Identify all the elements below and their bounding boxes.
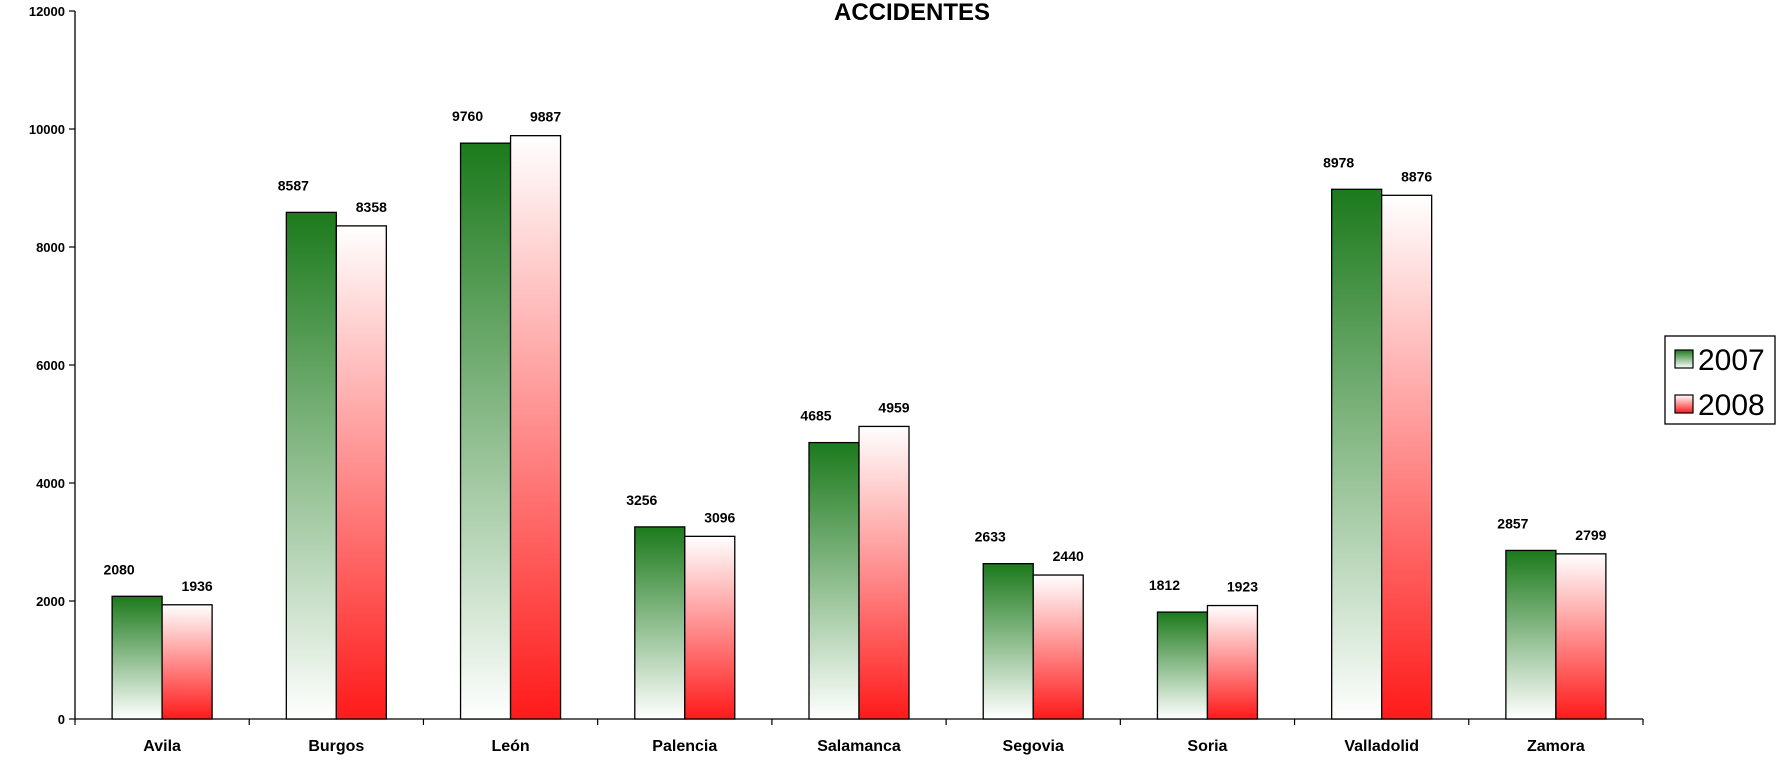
bar-2007-Avila bbox=[111, 595, 163, 720]
bar-2007-Burgos bbox=[285, 211, 337, 720]
bar-2008-Segovia bbox=[1032, 574, 1084, 720]
data-label: 1923 bbox=[1227, 579, 1258, 595]
data-label: 8876 bbox=[1401, 168, 1432, 184]
x-tick-label: Palencia bbox=[652, 738, 717, 755]
data-label: 2633 bbox=[975, 529, 1006, 545]
data-label: 8978 bbox=[1323, 154, 1354, 170]
bar-2008-Palencia bbox=[684, 535, 736, 720]
data-label: 9887 bbox=[530, 109, 561, 125]
bar-2007-Segovia bbox=[982, 563, 1034, 720]
bar-2007-Zamora bbox=[1505, 549, 1557, 720]
x-tick-label: Soria bbox=[1187, 738, 1227, 755]
bar-2008-Valladolid bbox=[1381, 194, 1433, 720]
chart-title: ACCIDENTES bbox=[834, 0, 990, 26]
bar-2007-Valladolid bbox=[1331, 188, 1383, 720]
y-axis-ticks: 0 2000 4000 6000 8000 10000 12000 bbox=[29, 4, 75, 727]
bars-group bbox=[111, 135, 1607, 720]
data-label: 2857 bbox=[1497, 515, 1528, 531]
data-label: 1812 bbox=[1149, 577, 1180, 593]
x-tick-label: León bbox=[491, 738, 529, 755]
legend-swatch-2007 bbox=[1674, 349, 1694, 369]
bar-2008-Salamanca bbox=[858, 425, 910, 720]
data-label: 4959 bbox=[878, 399, 909, 415]
data-label: 8587 bbox=[278, 177, 309, 193]
data-label: 9760 bbox=[452, 108, 483, 124]
data-label: 8358 bbox=[356, 199, 387, 215]
bar-2007-León bbox=[459, 142, 512, 720]
legend-label-2008: 2008 bbox=[1698, 389, 1765, 422]
y-tick-label: 2000 bbox=[36, 594, 65, 609]
x-tick-label: Valladolid bbox=[1344, 738, 1419, 755]
y-tick-label: 6000 bbox=[36, 358, 65, 373]
y-tick-label: 0 bbox=[58, 712, 65, 727]
legend-swatch-2008 bbox=[1674, 394, 1694, 414]
data-label: 2440 bbox=[1053, 548, 1084, 564]
data-labels-group: 2080 8587 9760 3256 4685 2633 1812 8978 2857 1936… bbox=[104, 108, 1607, 594]
y-tick-label: 10000 bbox=[29, 122, 65, 137]
x-axis-ticks: Avila Burgos León Palencia Salamanca Segovia S… bbox=[74, 719, 1644, 755]
legend-label-2007: 2007 bbox=[1698, 344, 1765, 377]
data-label: 2080 bbox=[104, 561, 135, 577]
data-label: 3256 bbox=[626, 492, 657, 508]
data-label: 1936 bbox=[182, 578, 213, 594]
legend: 2007 2008 bbox=[1664, 335, 1776, 425]
y-tick-label: 8000 bbox=[36, 240, 65, 255]
y-tick-label: 4000 bbox=[36, 476, 65, 491]
bar-2008-León bbox=[509, 135, 562, 720]
data-label: 4685 bbox=[800, 408, 831, 424]
bar-2008-Soria bbox=[1206, 604, 1259, 720]
x-tick-label: Avila bbox=[143, 738, 181, 755]
x-tick-label: Burgos bbox=[308, 738, 364, 755]
data-label: 3096 bbox=[704, 509, 735, 525]
bar-2008-Avila bbox=[161, 604, 213, 720]
x-tick-label: Salamanca bbox=[817, 738, 901, 755]
x-tick-label: Zamora bbox=[1527, 738, 1585, 755]
bar-2007-Soria bbox=[1156, 611, 1209, 720]
bar-2008-Burgos bbox=[335, 225, 387, 720]
bar-2007-Palencia bbox=[634, 526, 686, 720]
bar-2008-Zamora bbox=[1555, 553, 1607, 720]
bar-2007-Salamanca bbox=[808, 441, 860, 720]
y-tick-label: 12000 bbox=[29, 4, 65, 19]
data-label: 2799 bbox=[1575, 527, 1606, 543]
x-tick-label: Segovia bbox=[1003, 738, 1064, 755]
